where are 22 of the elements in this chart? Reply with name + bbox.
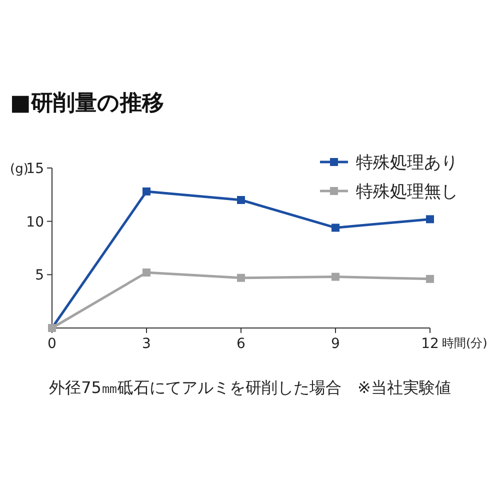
y-tick-label: 5	[35, 268, 44, 284]
legend-label: 特殊処理あり	[356, 153, 458, 173]
point	[142, 268, 150, 277]
y-axis-title: (g)	[10, 162, 28, 177]
legend-label: 特殊処理無し	[356, 182, 458, 202]
x-tick-label: 3	[142, 336, 151, 352]
point	[332, 272, 340, 281]
point	[237, 274, 245, 282]
x-tick-label: 6	[236, 336, 246, 352]
point	[142, 187, 150, 196]
point	[237, 196, 245, 204]
y-tick-label: 15	[26, 161, 44, 177]
x-tick-label: 0	[48, 336, 56, 352]
text: 外径75㎜砥石にてアルミを研削した場合 ※当社実験値	[49, 378, 451, 397]
x-tick-label: 9	[331, 336, 340, 352]
point	[426, 215, 434, 224]
x-tick-label: 12	[421, 336, 439, 352]
point	[332, 224, 340, 232]
chart-title: ■研削量の推移	[10, 91, 164, 116]
y-tick-label: 10	[26, 214, 44, 230]
point	[426, 274, 434, 283]
x-axis-title: 時間(分)	[442, 336, 488, 350]
